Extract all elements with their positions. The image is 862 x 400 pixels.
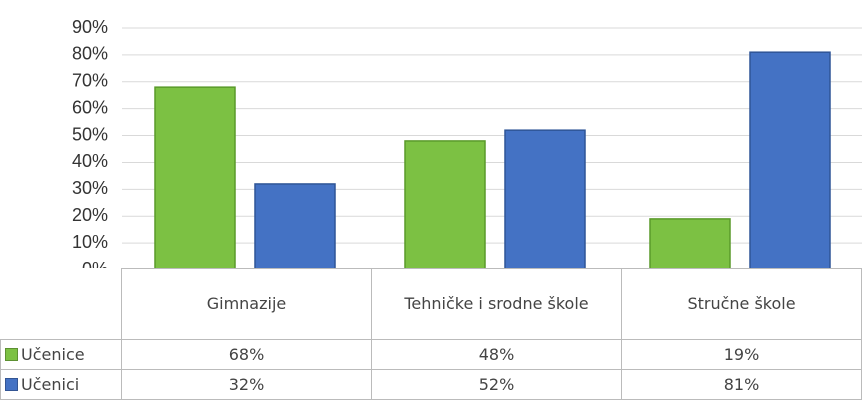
value-cell: 81% <box>622 370 862 400</box>
y-tick-label: 80% <box>72 44 108 64</box>
value-cell: 19% <box>622 340 862 370</box>
y-tick-label: 90% <box>72 17 108 37</box>
y-tick-label: 10% <box>72 232 108 252</box>
legend-key <box>5 378 18 391</box>
category-cell: Tehničke i srodne škole <box>372 268 622 340</box>
y-tick-label: 70% <box>72 71 108 91</box>
bar <box>504 129 586 271</box>
legend-key <box>5 348 18 361</box>
category-cell: Stručne škole <box>622 268 862 340</box>
bar <box>749 51 831 271</box>
y-tick-label: 40% <box>72 151 108 171</box>
category-cell: Gimnazije <box>122 268 372 340</box>
x-tick-label: Gimnazije <box>206 294 287 313</box>
legend-cell: Učenice <box>0 340 122 370</box>
x-tick-label: Stručne škole <box>687 294 796 313</box>
y-tick-label: 30% <box>72 178 108 198</box>
legend-cell: Učenici <box>0 370 122 400</box>
legend-label: Učenice <box>21 345 85 364</box>
y-tick-label: 60% <box>72 97 108 117</box>
value-cell: 52% <box>372 370 622 400</box>
table-corner <box>0 268 122 340</box>
x-tick-label: Tehničke i srodne škole <box>404 294 589 313</box>
y-tick-label: 50% <box>72 124 108 144</box>
bar <box>254 183 336 271</box>
value-cell: 68% <box>122 340 372 370</box>
bar <box>154 86 236 271</box>
y-tick-label: 20% <box>72 205 108 225</box>
value-cell: 32% <box>122 370 372 400</box>
bar <box>404 140 486 271</box>
bar <box>649 218 731 271</box>
data-table: Gimnazije Tehničke i srodne škole Stručne … <box>0 268 862 400</box>
legend-label: Učenici <box>21 375 80 394</box>
value-cell: 48% <box>372 340 622 370</box>
